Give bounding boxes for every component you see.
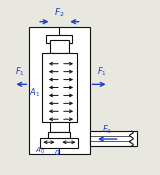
Text: $A_0$: $A_0$ bbox=[35, 146, 44, 156]
Text: $F_0$: $F_0$ bbox=[102, 123, 112, 136]
Text: $d$: $d$ bbox=[54, 146, 61, 157]
Bar bbox=[50, 40, 69, 53]
Bar bbox=[46, 35, 72, 43]
Bar bbox=[50, 122, 69, 132]
Bar bbox=[42, 53, 77, 122]
Bar bbox=[48, 132, 71, 140]
Bar bbox=[40, 138, 78, 148]
Text: $F_2$: $F_2$ bbox=[54, 6, 65, 19]
Bar bbox=[89, 131, 137, 146]
Bar bbox=[29, 27, 89, 154]
Text: $F_1$: $F_1$ bbox=[15, 65, 25, 78]
Text: $A_1$: $A_1$ bbox=[29, 86, 40, 99]
Text: $F_1$: $F_1$ bbox=[97, 65, 107, 78]
